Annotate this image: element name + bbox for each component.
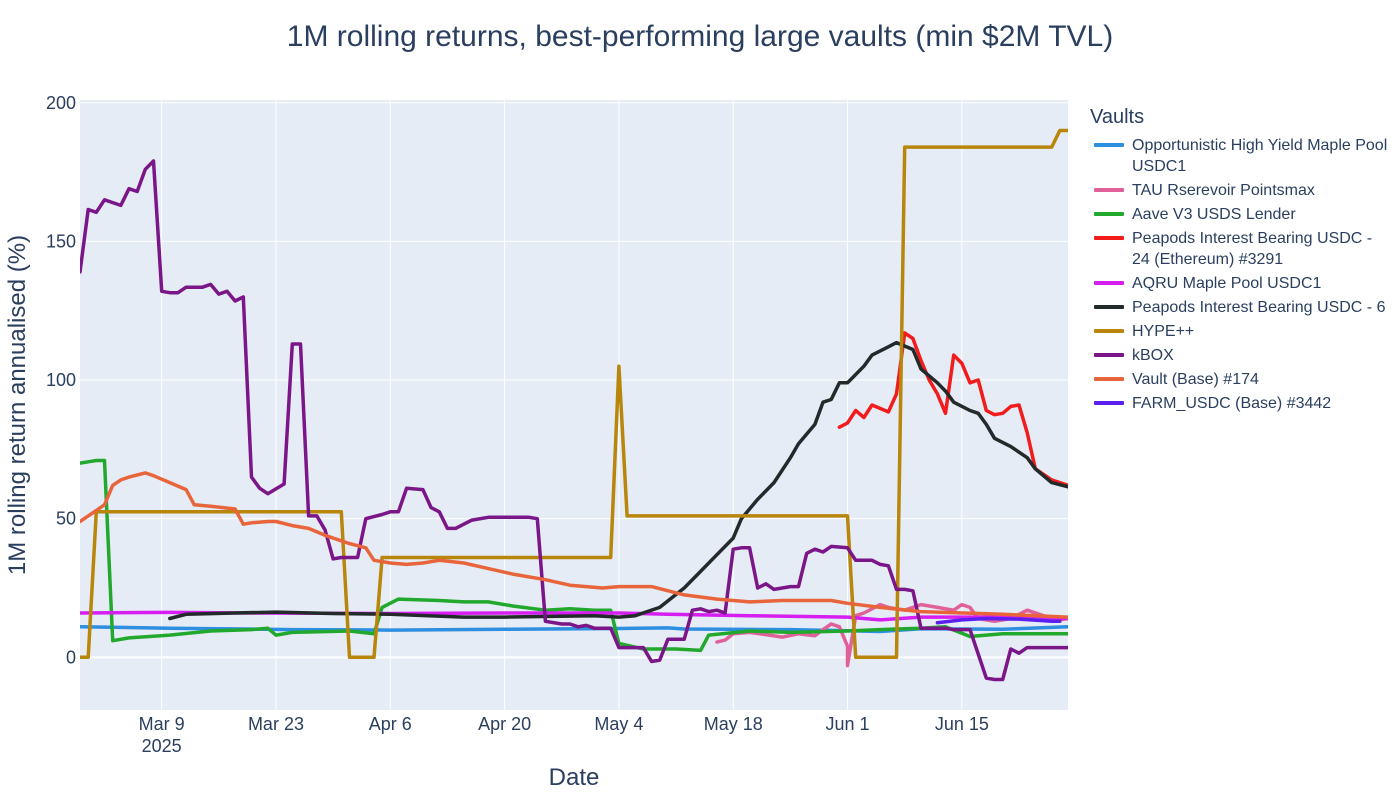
legend-swatch	[1094, 236, 1124, 240]
series-line-farm-usdc-base-3442[interactable]	[935, 616, 1062, 625]
legend-swatch	[1094, 281, 1124, 285]
legend-item-kbox[interactable]: kBOX	[1090, 345, 1390, 366]
x-tick-label: Jun 15	[935, 714, 989, 734]
legend-item-opportunistic-high-yield-maple-pool-usdc1[interactable]: Opportunistic High Yield Maple Pool USDC…	[1090, 135, 1390, 177]
x-tick-label: Apr 6	[369, 714, 412, 734]
chart-title: 1M rolling returns, best-performing larg…	[286, 20, 1114, 53]
legend-item-hype[interactable]: HYPE++	[1090, 321, 1390, 342]
legend-label: Peapods Interest Bearing USDC - 6	[1132, 299, 1386, 316]
x-tick-label: Apr 20	[478, 714, 531, 734]
legend-swatch	[1094, 143, 1124, 147]
series-line-peapods-interest-bearing-usdc-6[interactable]	[168, 340, 1068, 621]
x-tick-label: Jun 1	[826, 714, 870, 734]
legend-swatch	[1094, 188, 1124, 192]
legend-label: FARM_USDC (Base) #3442	[1132, 395, 1332, 412]
series-line-peapods-interest-bearing-usdc-24-ethereum-3291[interactable]	[837, 331, 1068, 488]
legend-swatch	[1094, 329, 1124, 333]
legend[interactable]: Vaults Opportunistic High Yield Maple Po…	[1090, 106, 1390, 417]
legend-label: HYPE++	[1132, 323, 1195, 340]
legend-item-tau-rserevoir-pointsmax[interactable]: TAU Rserevoir Pointsmax	[1090, 180, 1390, 201]
legend-swatch	[1094, 212, 1124, 216]
legend-item-aqru-maple-pool-usdc1[interactable]: AQRU Maple Pool USDC1	[1090, 273, 1390, 294]
legend-item-aave-v3-usds-lender[interactable]: Aave V3 USDS Lender	[1090, 204, 1390, 225]
series-line-vault-base-174[interactable]	[80, 471, 1068, 619]
x-tick-label: May 18	[704, 714, 763, 734]
legend-label: Peapods Interest Bearing USDC - 24 (Ethe…	[1132, 230, 1373, 268]
legend-label: Opportunistic High Yield Maple Pool USDC…	[1132, 137, 1388, 175]
legend-label: kBOX	[1132, 347, 1174, 364]
legend-label: TAU Rserevoir Pointsmax	[1132, 182, 1315, 199]
legend-label: AQRU Maple Pool USDC1	[1132, 275, 1322, 292]
series-line-aave-v3-usds-lender[interactable]	[80, 458, 1068, 653]
series-lines	[80, 128, 1068, 682]
y-tick-label: 0	[66, 647, 76, 667]
series-line-kbox[interactable]	[80, 159, 1068, 682]
x-tick-label: Mar 23	[248, 714, 304, 734]
legend-title: Vaults	[1090, 106, 1145, 128]
series-line-hype[interactable]	[80, 128, 1068, 660]
x-tick-sublabel: 2025	[142, 736, 182, 756]
legend-item-peapods-interest-bearing-usdc-6[interactable]: Peapods Interest Bearing USDC - 6	[1090, 297, 1390, 318]
legend-swatch	[1094, 377, 1124, 381]
x-tick-label: May 4	[594, 714, 643, 734]
legend-swatch	[1094, 305, 1124, 309]
series-line-tau-rserevoir-pointsmax[interactable]	[715, 602, 1068, 668]
x-axis-title: Date	[548, 764, 600, 791]
legend-swatch	[1094, 353, 1124, 357]
legend-label: Aave V3 USDS Lender	[1132, 206, 1296, 223]
x-tick-label: Mar 9	[139, 714, 185, 734]
legend-item-peapods-interest-bearing-usdc-24-ethereum-3291[interactable]: Peapods Interest Bearing USDC - 24 (Ethe…	[1090, 228, 1390, 270]
y-tick-label: 150	[46, 231, 76, 251]
grid-lines	[80, 100, 1068, 710]
y-tick-label: 100	[46, 370, 76, 390]
legend-items: Opportunistic High Yield Maple Pool USDC…	[1090, 135, 1390, 414]
legend-label: Vault (Base) #174	[1132, 371, 1259, 388]
y-tick-label: 50	[56, 509, 76, 529]
legend-item-vault-base-174[interactable]: Vault (Base) #174	[1090, 369, 1390, 390]
legend-swatch	[1094, 401, 1124, 405]
y-axis-title: 1M rolling return annualised (%)	[4, 234, 31, 576]
legend-item-farm-usdc-base-3442[interactable]: FARM_USDC (Base) #3442	[1090, 393, 1390, 414]
y-tick-label: 200	[46, 93, 76, 113]
